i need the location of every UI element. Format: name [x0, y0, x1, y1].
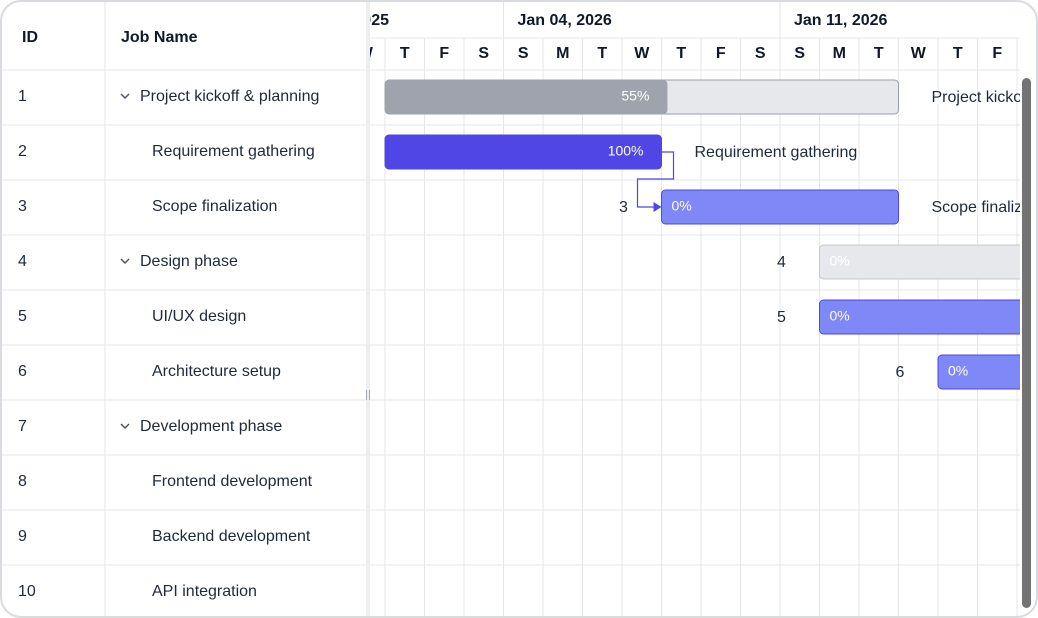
day-label: T	[874, 45, 884, 62]
progress-fill	[385, 80, 668, 114]
day-label: W	[358, 45, 374, 62]
row-id: 4	[18, 253, 27, 270]
task-label: Requirement gathering	[695, 144, 858, 161]
task-bar[interactable]	[661, 189, 899, 225]
row-name: Development phase	[140, 418, 282, 435]
header-job-name[interactable]: Job Name	[121, 29, 198, 46]
day-label: F	[716, 45, 726, 62]
expand-chevron[interactable]	[120, 423, 130, 430]
task-label: Scope finalization	[932, 199, 1038, 216]
row-name: Architecture setup	[152, 363, 281, 380]
progress-label: 100%	[608, 143, 644, 159]
row-id: 10	[18, 583, 36, 600]
row-id: 7	[18, 418, 27, 435]
row-name: Project kickoff & planning	[140, 88, 319, 105]
task-grid: ID Job Name 1 Project kickoff & planning 2…	[1, 1, 366, 617]
predecessor-label: 4	[777, 254, 786, 271]
row-name: Requirement gathering	[152, 143, 315, 160]
task-label: Project kickoff & planning	[932, 89, 1038, 106]
predecessor-label: 3	[619, 199, 628, 216]
progress-fill	[385, 135, 662, 169]
day-label: M	[833, 45, 846, 62]
timeline: WTFSSMTWTFSSMTWTFSDec 28, 2025Jan 04, 20…	[293, 1, 1038, 617]
row-id: 1	[18, 88, 27, 105]
row-id: 3	[18, 198, 27, 215]
row-id: 6	[18, 363, 27, 380]
week-label: Jan 04, 2026	[518, 12, 612, 29]
row-id: 5	[18, 308, 27, 325]
day-label: S	[478, 45, 489, 62]
day-label: T	[597, 45, 607, 62]
day-label: T	[400, 45, 410, 62]
row-name: UI/UX design	[152, 308, 246, 325]
day-label: W	[911, 45, 927, 62]
progress-label: 0%	[672, 198, 692, 214]
day-label: T	[953, 45, 963, 62]
day-label: M	[556, 45, 569, 62]
row-name: Scope finalization	[152, 198, 277, 215]
expand-chevron[interactable]	[120, 93, 130, 100]
dependency-arrow	[653, 202, 662, 212]
row-name: API integration	[152, 583, 257, 600]
progress-label: 0%	[830, 308, 850, 324]
scrollbar[interactable]	[1022, 78, 1031, 608]
task-bar[interactable]	[819, 244, 1038, 280]
row-id: 2	[18, 143, 27, 160]
day-label: S	[794, 45, 805, 62]
day-label: S	[755, 45, 766, 62]
day-label: T	[676, 45, 686, 62]
dependency-line	[636, 151, 675, 208]
task-bar[interactable]	[937, 354, 1038, 390]
splitter[interactable]	[366, 0, 370, 618]
row-id: 8	[18, 473, 27, 490]
week-label: Jan 11, 2026	[794, 12, 888, 29]
row-name: Backend development	[152, 528, 311, 545]
row-name: Design phase	[140, 253, 238, 270]
progress-label: 0%	[830, 253, 850, 269]
header-id: ID	[22, 29, 38, 46]
progress-label: 0%	[948, 363, 968, 379]
day-label: F	[439, 45, 449, 62]
day-label: S	[518, 45, 529, 62]
day-label: F	[992, 45, 1002, 62]
week-label: Dec 28, 2025	[293, 12, 389, 29]
progress-label: 55%	[621, 88, 649, 104]
predecessor-label: 6	[896, 364, 905, 381]
row-name: Frontend development	[152, 473, 313, 490]
task-bar[interactable]	[819, 299, 1038, 335]
expand-chevron[interactable]	[120, 258, 130, 265]
row-id: 9	[18, 528, 27, 545]
predecessor-label: 5	[777, 309, 786, 326]
day-label: W	[634, 45, 650, 62]
